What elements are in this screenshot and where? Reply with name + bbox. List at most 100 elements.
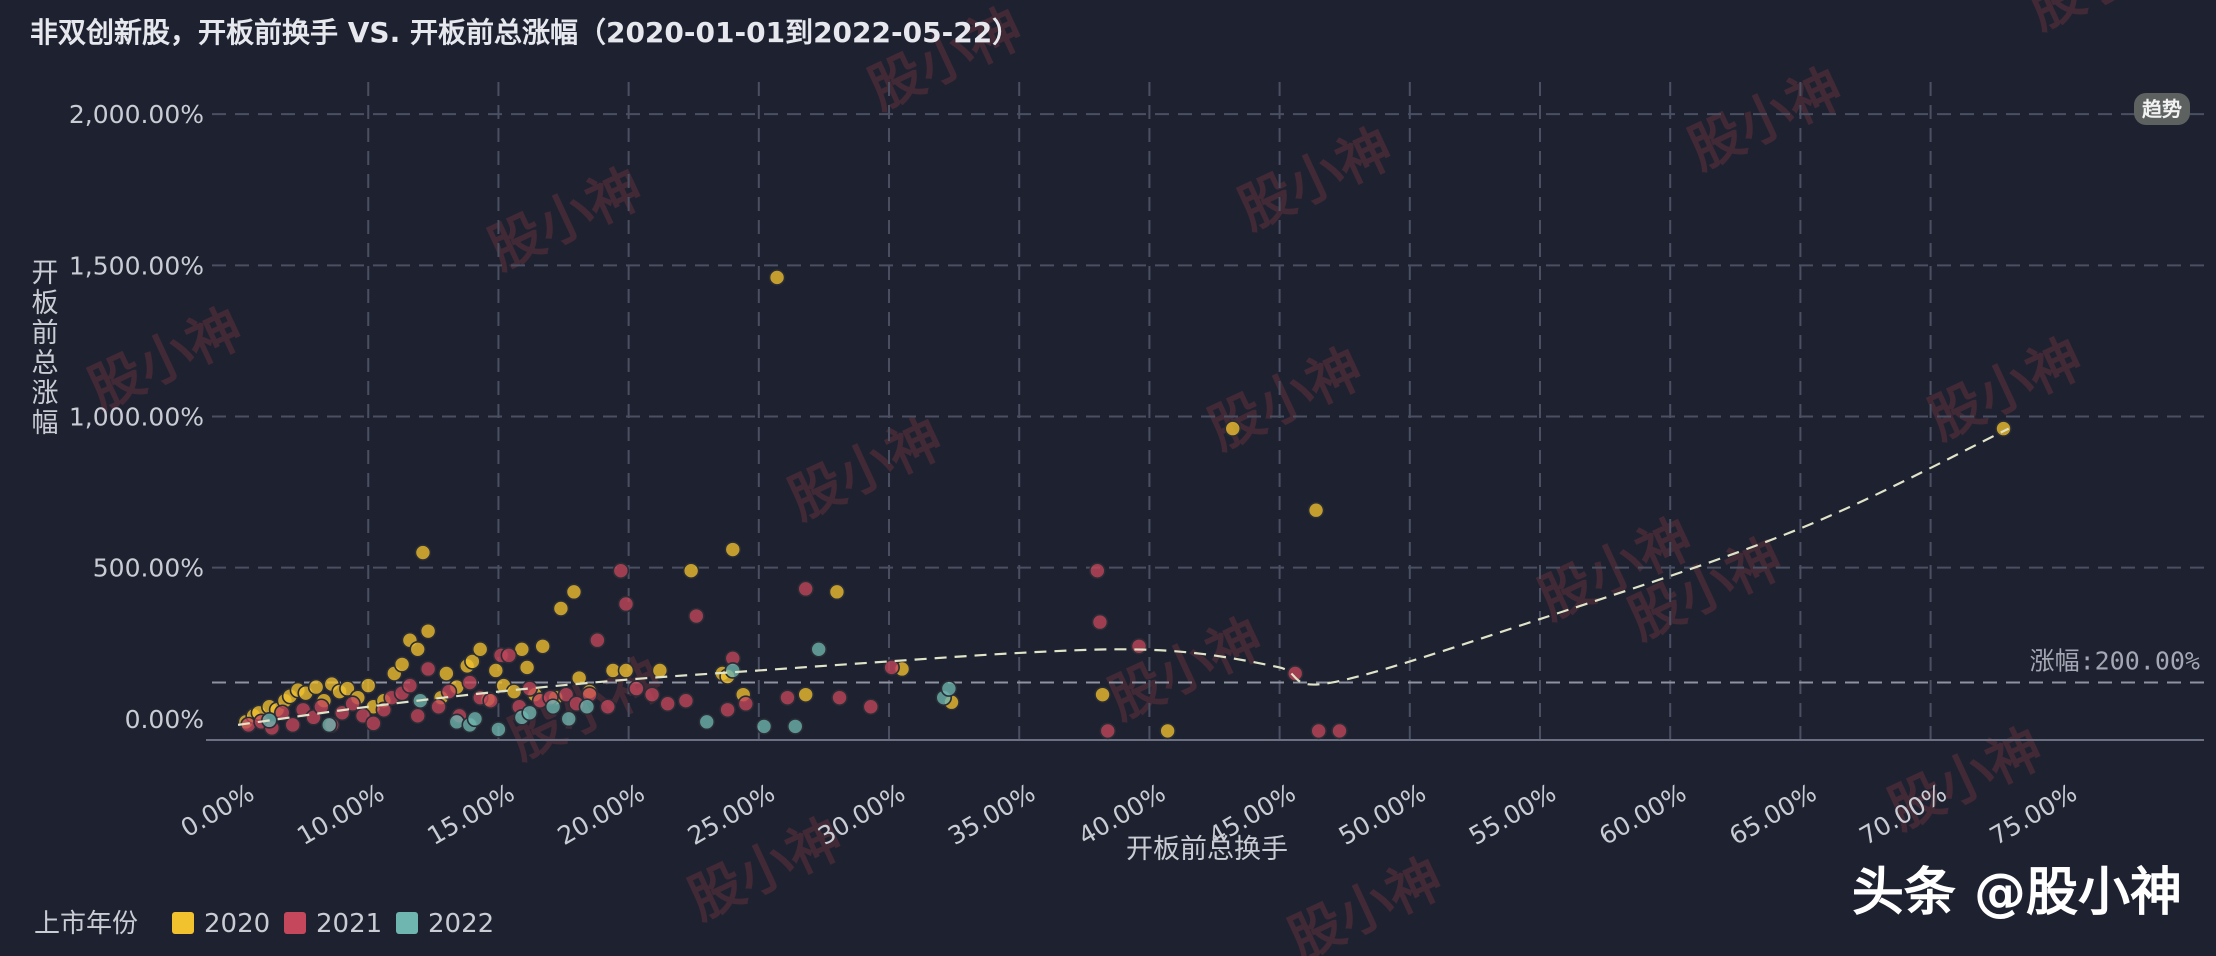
point-2020 xyxy=(1224,420,1242,437)
chart-title: 非双创新股，开板前换手 VS. 开板前总涨幅（2020-01-01到2022-0… xyxy=(30,16,1020,49)
point-2021 xyxy=(1099,722,1117,740)
y-tick-label: 500.00% xyxy=(93,554,204,583)
point-2022 xyxy=(578,698,596,716)
point-2021 xyxy=(719,701,736,719)
point-2022 xyxy=(698,713,716,731)
point-2021 xyxy=(500,647,518,664)
y-axis-label-char: 幅 xyxy=(32,408,59,439)
y-axis-label-char: 总 xyxy=(32,348,59,379)
point-2021 xyxy=(274,704,291,722)
point-2021 xyxy=(419,660,437,678)
point-2022 xyxy=(724,662,742,679)
point-2021 xyxy=(659,695,676,713)
reference-line: 涨幅:200.00% xyxy=(212,647,2204,684)
point-2021 xyxy=(313,698,330,716)
y-axis-label-char: 涨 xyxy=(32,378,59,409)
point-2020 xyxy=(1094,686,1111,703)
legend-label-2022: 2022 xyxy=(428,909,494,939)
point-2021 xyxy=(589,631,606,649)
point-2020 xyxy=(1995,420,2012,437)
watermark-text: 股小神 xyxy=(779,406,952,532)
point-2021 xyxy=(284,716,302,734)
point-2021 xyxy=(779,689,796,706)
point-2022 xyxy=(786,718,804,735)
watermark-text: 股小神 xyxy=(1099,606,1272,732)
point-2022 xyxy=(466,710,484,728)
x-tick-label: 65.00% xyxy=(1724,778,1821,851)
x-tick-label: 55.00% xyxy=(1464,778,1561,851)
point-2021 xyxy=(612,562,630,579)
point-2021 xyxy=(1331,722,1348,740)
point-2021 xyxy=(862,698,880,716)
y-tick-label: 1,500.00% xyxy=(69,251,204,280)
trend-badge-bg xyxy=(2134,93,2190,125)
point-2020 xyxy=(552,600,570,617)
point-2021 xyxy=(365,715,382,732)
point-2020 xyxy=(419,622,437,640)
point-2021 xyxy=(677,692,695,709)
point-2020 xyxy=(828,583,846,601)
watermark-text: 股小神 xyxy=(1199,336,1372,462)
watermark-text: 股小神 xyxy=(1679,56,1852,182)
point-2021 xyxy=(883,659,900,676)
data-points xyxy=(237,269,2012,740)
point-2020 xyxy=(682,562,700,579)
y-tick-label: 2,000.00% xyxy=(69,100,204,129)
x-tick-label: 0.00% xyxy=(176,778,259,843)
point-2022 xyxy=(810,641,828,658)
point-2020 xyxy=(409,641,427,658)
point-2021 xyxy=(1310,722,1327,740)
y-axis-ticks: 0.00% 500.00% 1,000.00% 1,500.00% 2,000.00% xyxy=(69,100,204,734)
point-2021 xyxy=(482,692,499,709)
point-2021 xyxy=(430,698,447,716)
point-2022 xyxy=(560,710,578,728)
legend-label-2020: 2020 xyxy=(204,909,270,939)
point-2020 xyxy=(438,665,455,682)
trend-badge[interactable]: 趋势 xyxy=(2134,93,2190,125)
x-tick-label: 60.00% xyxy=(1594,778,1691,851)
y-axis-label-char: 前 xyxy=(32,318,59,349)
point-2021 xyxy=(599,698,617,716)
point-2020 xyxy=(1307,501,1325,519)
point-2020 xyxy=(359,677,377,694)
legend-title: 上市年份 xyxy=(34,909,138,939)
point-2021 xyxy=(688,607,705,625)
point-2020 xyxy=(565,583,583,601)
y-axis-label-char: 开 xyxy=(32,258,59,289)
x-tick-label: 20.00% xyxy=(553,778,650,851)
y-tick-label: 1,000.00% xyxy=(69,403,204,432)
point-2022 xyxy=(490,721,507,738)
point-2020 xyxy=(414,544,432,561)
y-axis-label-char: 板 xyxy=(32,288,59,319)
trend-line xyxy=(237,427,2010,726)
point-2020 xyxy=(518,659,536,676)
point-2020 xyxy=(617,662,635,679)
point-2020 xyxy=(393,656,411,673)
y-tick-label: 0.00% xyxy=(125,705,204,734)
x-tick-label: 10.00% xyxy=(292,778,389,851)
point-2021 xyxy=(440,683,458,700)
x-tick-label: 50.00% xyxy=(1334,778,1431,851)
grid-lines xyxy=(212,82,2204,740)
point-2021 xyxy=(643,686,661,703)
point-2021 xyxy=(628,680,645,697)
point-2021 xyxy=(737,695,755,713)
point-2020 xyxy=(534,637,551,655)
point-2021 xyxy=(617,595,635,613)
point-2021 xyxy=(401,677,419,694)
point-2022 xyxy=(521,704,538,722)
point-2020 xyxy=(570,669,588,687)
point-2021 xyxy=(461,674,479,691)
point-2021 xyxy=(344,695,361,713)
reference-line-label: 涨幅:200.00% xyxy=(2030,647,2200,676)
point-2020 xyxy=(505,683,523,700)
trend-badge-label: 趋势 xyxy=(2142,97,2182,121)
watermark-text: 股小神 xyxy=(1229,116,1402,242)
watermark-text: 股小神 xyxy=(479,156,652,282)
point-2020 xyxy=(1159,722,1176,740)
point-2021 xyxy=(1089,562,1106,579)
point-2021 xyxy=(797,580,814,598)
point-2022 xyxy=(940,680,958,697)
legend-label-2021: 2021 xyxy=(316,909,382,939)
x-tick-label: 35.00% xyxy=(943,778,1040,851)
